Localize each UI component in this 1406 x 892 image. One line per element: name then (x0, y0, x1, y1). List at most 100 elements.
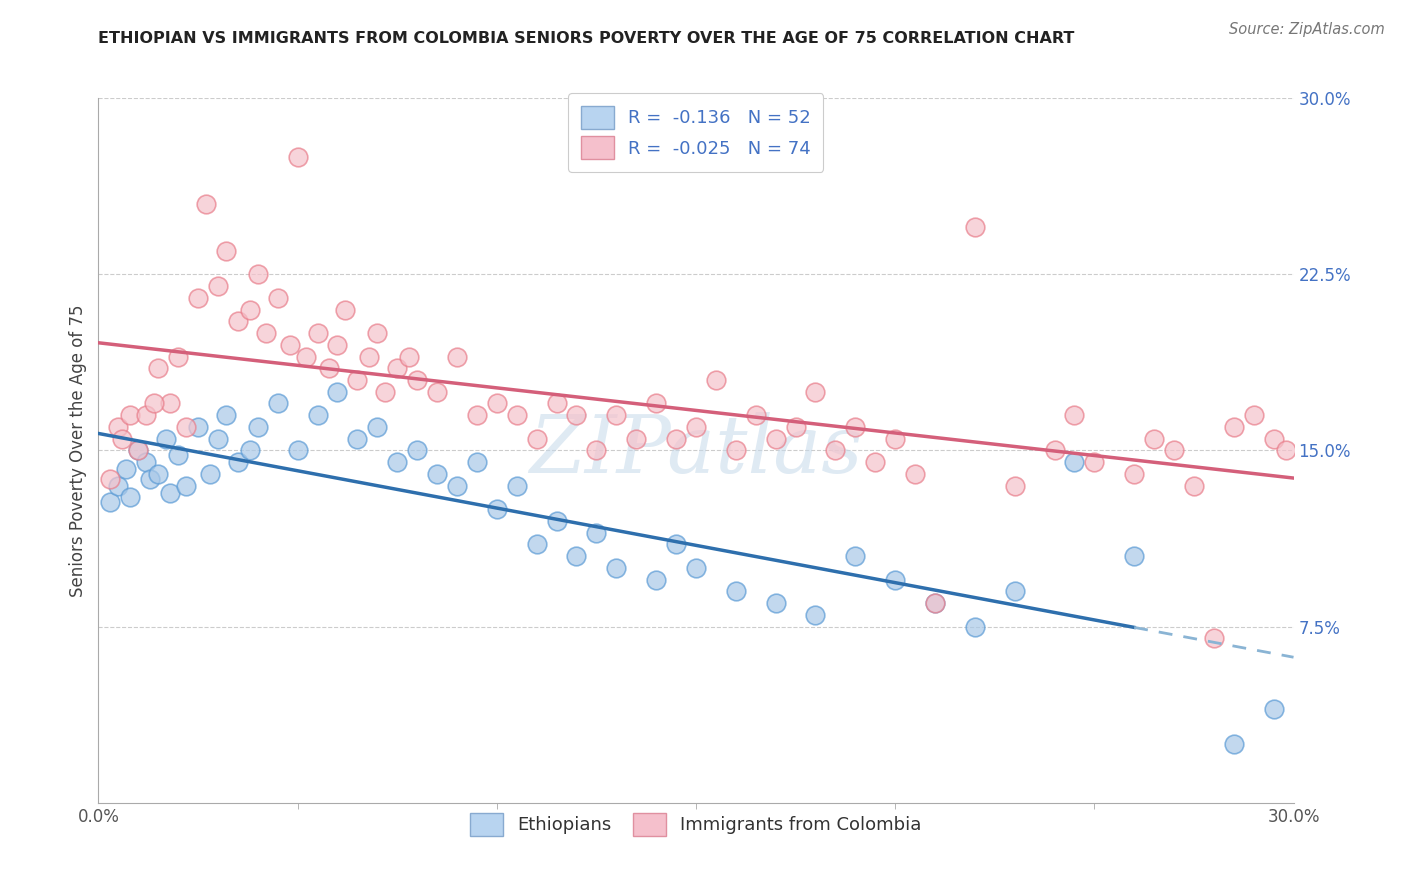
Point (485, 502, 508, 516)
Point (665, 537, 688, 551)
Point (287, 443, 309, 458)
Point (1202, 632, 1225, 646)
Point (366, 420, 388, 434)
Point (127, 443, 149, 458)
Point (1263, 702, 1285, 716)
Point (1123, 467, 1146, 481)
Point (335, 302, 357, 317)
Point (207, 279, 229, 293)
Point (506, 478, 529, 492)
Point (765, 432, 787, 446)
Point (724, 584, 747, 599)
Point (143, 396, 166, 410)
Point (1182, 478, 1205, 492)
Point (294, 350, 316, 364)
Point (359, 350, 381, 364)
Point (1223, 737, 1246, 751)
Point (904, 467, 927, 481)
Point (174, 478, 197, 492)
Point (318, 361, 340, 376)
Point (115, 462, 138, 476)
Point (107, 420, 129, 434)
Point (446, 478, 468, 492)
Point (963, 619, 986, 633)
Point (1143, 432, 1166, 446)
Point (526, 432, 548, 446)
Point (385, 361, 409, 376)
Point (626, 432, 648, 446)
Point (1063, 409, 1085, 423)
Point (704, 373, 727, 387)
Point (685, 420, 707, 434)
Point (107, 478, 129, 492)
Point (287, 150, 309, 164)
Point (446, 350, 468, 364)
Point (326, 338, 349, 352)
Point (1263, 432, 1285, 446)
Point (120, 409, 142, 423)
Text: ETHIOPIAN VS IMMIGRANTS FROM COLOMBIA SENIORS POVERTY OVER THE AGE OF 75 CORRELA: ETHIOPIAN VS IMMIGRANTS FROM COLOMBIA SE… (98, 31, 1074, 46)
Point (198, 467, 221, 481)
Point (406, 373, 429, 387)
Point (1243, 409, 1265, 423)
Point (159, 396, 181, 410)
Point (307, 326, 329, 340)
Point (685, 561, 707, 575)
Point (187, 291, 209, 305)
Legend: Ethiopians, Immigrants from Colombia: Ethiopians, Immigrants from Colombia (463, 805, 929, 843)
Point (239, 443, 262, 458)
Point (745, 409, 768, 423)
Point (585, 443, 607, 458)
Point (148, 361, 170, 376)
Point (804, 384, 827, 399)
Point (167, 350, 190, 364)
Point (924, 596, 946, 610)
Point (215, 409, 238, 423)
Text: ZIPatlas: ZIPatlas (529, 412, 863, 489)
Point (506, 409, 529, 423)
Point (724, 443, 747, 458)
Point (585, 525, 607, 540)
Point (526, 537, 548, 551)
Point (326, 384, 349, 399)
Point (546, 396, 568, 410)
Point (174, 420, 197, 434)
Point (924, 596, 946, 610)
Point (139, 472, 162, 486)
Point (346, 373, 368, 387)
Point (963, 220, 986, 235)
Point (239, 302, 262, 317)
Point (366, 326, 388, 340)
Point (546, 514, 568, 528)
Point (127, 443, 149, 458)
Point (645, 396, 668, 410)
Point (884, 432, 907, 446)
Point (120, 491, 142, 505)
Point (1083, 455, 1105, 469)
Point (155, 432, 177, 446)
Point (267, 396, 290, 410)
Point (307, 409, 329, 423)
Point (1063, 455, 1085, 469)
Point (645, 573, 668, 587)
Point (605, 409, 627, 423)
Point (426, 384, 449, 399)
Point (267, 291, 290, 305)
Point (226, 314, 249, 328)
Point (884, 573, 907, 587)
Point (824, 443, 846, 458)
Point (215, 244, 238, 258)
Point (1004, 584, 1026, 599)
Point (1274, 443, 1296, 458)
Point (135, 409, 157, 423)
Point (187, 420, 209, 434)
Point (135, 455, 157, 469)
Point (1123, 549, 1146, 564)
Point (98, 495, 122, 509)
Point (785, 420, 807, 434)
Point (226, 455, 249, 469)
Point (406, 443, 429, 458)
Text: Source: ZipAtlas.com: Source: ZipAtlas.com (1229, 22, 1385, 37)
Point (765, 596, 787, 610)
Point (1223, 420, 1246, 434)
